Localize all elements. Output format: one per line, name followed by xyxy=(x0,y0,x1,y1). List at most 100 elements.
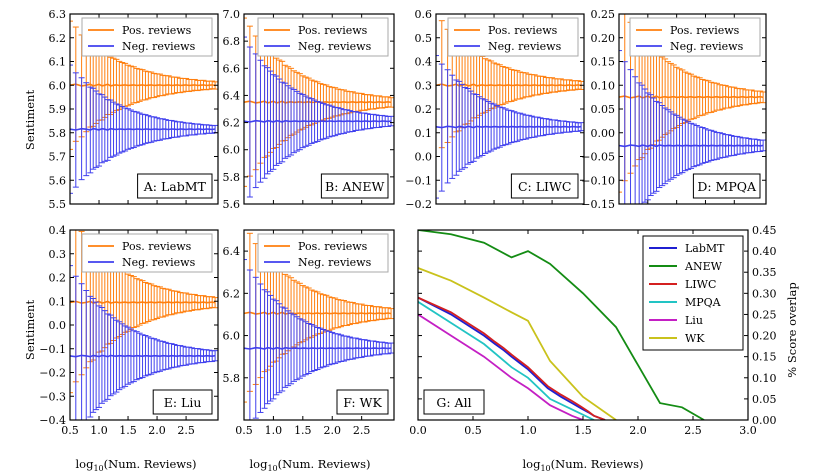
ytick-label: 7.0 xyxy=(223,8,241,21)
legend-label-G: LabMT xyxy=(685,242,725,255)
ytick-label: −0.2 xyxy=(39,367,66,380)
ytick-label: 5.8 xyxy=(223,372,241,385)
legend-label: Neg. reviews xyxy=(298,40,372,53)
xtick-label: 1.5 xyxy=(119,424,137,437)
ytick-label: 5.5 xyxy=(49,198,67,211)
legend-label: Neg. reviews xyxy=(122,40,196,53)
legend-label: Neg. reviews xyxy=(122,256,196,269)
ytick-label: 0.00 xyxy=(591,127,616,140)
ytick-label: 6.2 xyxy=(223,117,241,130)
axes-frame-F xyxy=(243,229,395,421)
ylabel-top: Sentiment xyxy=(23,90,37,151)
legend-label: Pos. reviews xyxy=(670,24,740,37)
overlap-line-WK xyxy=(418,267,617,420)
xtick-label: 2.5 xyxy=(684,424,702,437)
ytick-label: 0.2 xyxy=(49,272,67,285)
ytick-label: 6.2 xyxy=(223,287,241,300)
ylabel-bottom: Sentiment xyxy=(23,300,37,361)
ytick-label: 0.25 xyxy=(591,8,616,21)
panel-F: 5.8 6.0 6.2 6.4 0.5 1.0 1.5 2.0 2.5 Pos. reviews N… xyxy=(223,229,395,437)
legend-label: Pos. reviews xyxy=(298,24,368,37)
overlap-panel: 0.00 0.05 0.10 0.15 0.20 0.25 0.30 0.35 0.40 0.45… xyxy=(409,224,776,437)
ytick-label: 0.6 xyxy=(415,8,433,21)
legend-label-G: ANEW xyxy=(684,260,723,273)
ytick-label: −0.05 xyxy=(581,151,615,164)
legend-label-G: MPQA xyxy=(685,296,722,309)
legend-label: Neg. reviews xyxy=(488,40,562,53)
axes-frame-B xyxy=(243,13,395,205)
panel-D: −0.15 −0.10 −0.05 0.00 0.05 0.10 0.15 0.20 0.25 P… xyxy=(581,8,767,211)
ytick-label: 0.05 xyxy=(591,103,616,116)
overlap-line-Liu xyxy=(418,313,584,420)
xtick-label: 2.0 xyxy=(629,424,647,437)
xlabel-f: log10(Num. Reviews) xyxy=(249,457,370,473)
ytick-label: 6.3 xyxy=(49,8,67,21)
ytick-label: 0.00 xyxy=(752,414,777,427)
overlap-line-LIWC xyxy=(418,296,606,420)
xtick-label: 2.5 xyxy=(353,424,371,437)
legend-box xyxy=(81,233,213,273)
xtick-label: 1.5 xyxy=(294,424,312,437)
series-line-neg xyxy=(244,119,392,123)
ytick-label: 0.2 xyxy=(415,103,433,116)
panel-tag: B: ANEW xyxy=(325,179,384,194)
ytick-label: 0.5 xyxy=(415,32,433,45)
panels: 5.5 5.6 5.7 5.8 5.9 6.0 6.1 6.2 6.3 Pos. reviews N… xyxy=(39,8,767,437)
panel-tag-box xyxy=(152,389,213,415)
ytick-label: 0.4 xyxy=(49,224,67,237)
ytick-label: 6.4 xyxy=(223,89,241,102)
ytick-label: −0.1 xyxy=(39,343,66,356)
panel-A: 5.5 5.6 5.7 5.8 5.9 6.0 6.1 6.2 6.3 Pos. reviews N… xyxy=(49,8,219,211)
series-line-pos xyxy=(70,83,216,87)
ytick-label: 6.1 xyxy=(49,56,67,69)
ytick-label: 0.30 xyxy=(752,287,777,300)
ytick-label: 0.40 xyxy=(752,245,777,258)
series-line-pos xyxy=(70,300,216,304)
ytick-label: 5.6 xyxy=(223,198,241,211)
ytick-label: 0.20 xyxy=(591,32,616,45)
panel-tag-box xyxy=(336,389,389,415)
ytick-label: −0.2 xyxy=(405,198,432,211)
panel-C: −0.2 −0.1 0.0 0.1 0.2 0.3 0.4 0.5 0.6 Pos. review… xyxy=(405,8,585,211)
series-line-neg xyxy=(436,125,582,129)
ytick-label: 6.0 xyxy=(49,79,67,92)
overlap-line-ANEW xyxy=(418,230,705,420)
ytick-label: 0.1 xyxy=(415,127,433,140)
series-line-neg xyxy=(70,354,216,358)
plot-area-G xyxy=(418,230,705,420)
ytick-label: 0.25 xyxy=(752,308,777,321)
panel-tag-G: G: All xyxy=(436,395,471,410)
legend-label-G: Liu xyxy=(685,314,703,327)
ytick-label: 6.8 xyxy=(223,35,241,48)
xlabel-g: log10(Num. Reviews) xyxy=(522,457,643,473)
panel-B: 5.6 5.8 6.0 6.2 6.4 6.6 6.8 7.0 Pos. reviews Neg.… xyxy=(223,8,395,211)
ytick-label: −0.15 xyxy=(581,198,615,211)
plot-area-C xyxy=(436,14,584,199)
legend-label: Pos. reviews xyxy=(488,24,558,37)
xtick-label: 0.5 xyxy=(464,424,482,437)
xtick-label: 1.0 xyxy=(90,424,108,437)
panel-tag: E: Liu xyxy=(164,395,202,410)
xtick-label: 1.5 xyxy=(574,424,592,437)
xlabel-e: log10(Num. Reviews) xyxy=(75,457,196,473)
ytick-label: 0.3 xyxy=(415,79,433,92)
panel-tag-box xyxy=(320,173,389,199)
series-line-neg xyxy=(70,127,216,131)
legend-label: Pos. reviews xyxy=(298,240,368,253)
overlap-line-MPQA xyxy=(418,301,595,420)
xtick-label: 2.0 xyxy=(323,424,341,437)
panel-tag-box-G xyxy=(423,389,485,415)
xtick-label: 3.0 xyxy=(739,424,757,437)
ytick-label: 5.9 xyxy=(49,103,67,116)
ytick-label: 0.4 xyxy=(415,56,433,69)
legend-label: Neg. reviews xyxy=(670,40,744,53)
panel-tag-box xyxy=(137,173,213,199)
panel-tag: F: WK xyxy=(343,395,382,410)
legend-box xyxy=(447,17,579,57)
ytick-label: 0.10 xyxy=(752,372,777,385)
ytick-label: 0.05 xyxy=(752,393,777,406)
ytick-label: −0.3 xyxy=(39,390,66,403)
legend-box xyxy=(257,17,389,57)
ylabel-overlap: % Score overlap xyxy=(785,282,799,377)
